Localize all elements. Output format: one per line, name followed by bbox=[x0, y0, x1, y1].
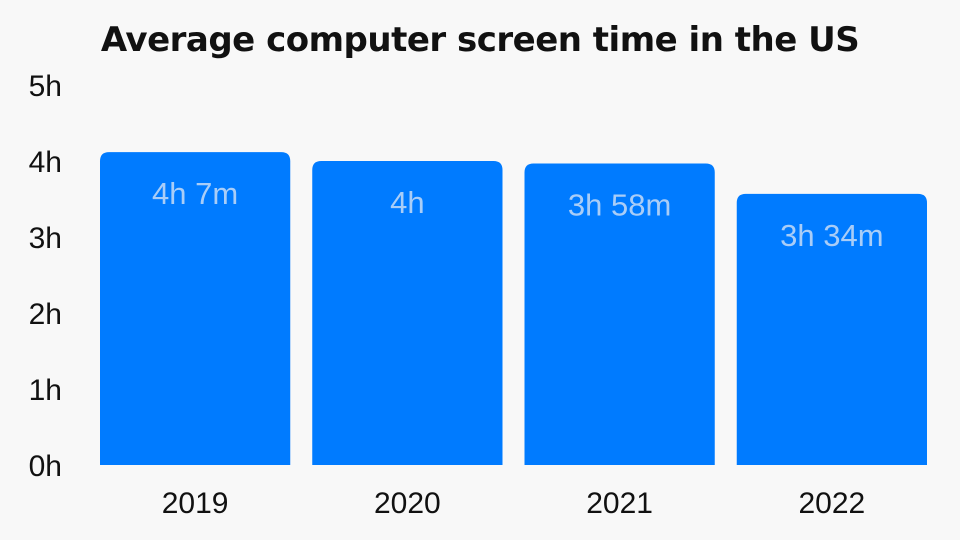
bar-2020 bbox=[312, 161, 503, 465]
y-tick-label: 2h bbox=[29, 298, 62, 331]
data-label: 3h 34m bbox=[780, 218, 883, 253]
y-tick-label: 0h bbox=[29, 450, 62, 483]
bar-2019 bbox=[100, 152, 291, 465]
y-tick-label: 4h bbox=[29, 146, 62, 179]
chart-title: Average computer screen time in the US bbox=[100, 20, 860, 60]
y-tick-label: 5h bbox=[29, 70, 62, 103]
data-label: 4h bbox=[390, 185, 424, 220]
x-tick-label: 2022 bbox=[799, 487, 866, 520]
x-tick-label: 2019 bbox=[162, 487, 229, 520]
x-tick-label: 2020 bbox=[374, 487, 441, 520]
bar-2021 bbox=[524, 163, 715, 465]
y-tick-label: 1h bbox=[29, 374, 62, 407]
data-label: 3h 58m bbox=[568, 188, 671, 223]
y-tick-label: 3h bbox=[29, 222, 62, 255]
x-tick-label: 2021 bbox=[586, 487, 653, 520]
bar-2022 bbox=[736, 193, 927, 466]
data-label: 4h 7m bbox=[152, 176, 238, 211]
